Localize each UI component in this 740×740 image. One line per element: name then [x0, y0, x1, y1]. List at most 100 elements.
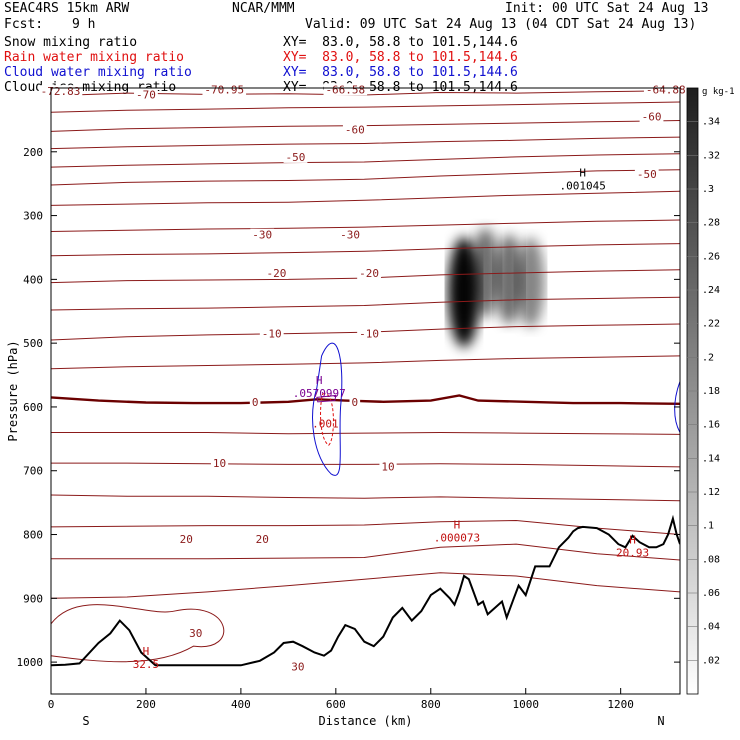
rain-contour [320, 393, 334, 446]
x-tick-label: 400 [231, 698, 251, 711]
y-tick-label: 800 [23, 529, 43, 542]
colorbar-tick-label: .08 [702, 554, 720, 565]
freezing-level-line [51, 394, 680, 405]
colorbar-tick-label: .04 [702, 622, 720, 633]
center-name: NCAR/MMM [232, 1, 295, 16]
isotherm-label-bg [134, 88, 158, 101]
isotherm-label-bg [264, 266, 289, 279]
y-tick-label: 600 [23, 401, 43, 414]
x-tick-label: 1200 [607, 698, 634, 711]
x-tick-label: 200 [136, 698, 156, 711]
isotherm-label: 0 [252, 396, 259, 409]
extremum-marker: H [454, 519, 461, 532]
y-tick-label: 400 [23, 273, 43, 286]
isotherm-label: 20 [180, 533, 193, 546]
x-tick-label: 1000 [512, 698, 539, 711]
isotherm-label-bg [289, 660, 307, 673]
isotherm-label-bg [634, 168, 659, 181]
field-xy-snow: XY= 83.0, 58.8 to 101.5,144.6 [283, 35, 518, 50]
isotherm-label-bg [338, 228, 362, 241]
isotherm-label-bg [639, 110, 664, 123]
x-axis-label: Distance (km) [319, 714, 413, 728]
isotherm-label-bg [357, 327, 381, 340]
isotherm-label: -72.83 [41, 85, 81, 98]
snow-shading-cell [471, 227, 500, 318]
isotherm-line [51, 431, 680, 435]
isotherm-label: 10 [213, 457, 226, 470]
colorbar-unit: g kg-1 [702, 87, 735, 97]
isotherm-label: -10 [359, 328, 379, 341]
isotherm-label: -30 [340, 229, 360, 242]
colorbar: .02 .04 .06 .08 .1 .12 .14 .16 .18 .2 .22 .24 .26 .28… [686, 87, 735, 695]
isotherm-label: -20 [267, 267, 287, 280]
init-time: Init: 00 UTC Sat 24 Aug 13 [505, 1, 709, 16]
isotherm-label: -30 [252, 229, 272, 242]
y-tick-label: 300 [23, 210, 43, 223]
isotherm-label: -70.95 [204, 83, 244, 96]
colorbar-tick-label: .34 [702, 117, 720, 128]
isotherm-label-bg [643, 83, 688, 96]
isotherm-label-bg [250, 228, 275, 241]
isotherm-label: -70 [136, 88, 156, 101]
contour-label-layer: -72.83 -70 -70.95 -66.58 -64.88 -60 -60 -50 -50 -… [38, 83, 688, 674]
y-tick-label: 700 [23, 465, 43, 478]
isotherm-label-bg [210, 457, 229, 470]
isotherm-label: 30 [189, 627, 202, 640]
model-title: SEAC4RS 15km ARW [4, 1, 130, 16]
isotherm-line [51, 519, 680, 535]
colorbar-tick-label: .18 [702, 386, 720, 397]
cloud-ice-contour [316, 394, 337, 403]
terrain-layer [51, 514, 680, 667]
field-label-snow: Snow mixing ratio [4, 35, 138, 50]
snow-shading-layer [448, 227, 545, 348]
y-tick-label: 200 [23, 146, 43, 159]
isotherm-label: -60 [345, 123, 365, 136]
colorbar-tick-label: .24 [702, 285, 720, 296]
extremum-value: 20.93 [616, 546, 649, 559]
field-xy-rain: XY= 83.0, 58.8 to 101.5,144.6 [283, 50, 518, 65]
x-tick-label: 0 [48, 698, 55, 711]
isotherm-line [51, 153, 680, 168]
isotherm-label: -50 [637, 168, 657, 181]
isotherm-label: 0 [352, 396, 359, 409]
isotherm-line [51, 604, 225, 663]
north-label: N [657, 714, 664, 728]
isotherm-label: 10 [381, 460, 394, 473]
isotherm-label: -66.58 [325, 83, 365, 96]
isotherm-label-bg [249, 395, 261, 408]
isotherm-label: 30 [291, 661, 304, 674]
colorbar-tick-label: .2 [702, 352, 714, 363]
extremum-value: .000073 [434, 532, 480, 545]
extremum-marker: H [316, 374, 323, 387]
isotherm-label-bg [342, 123, 367, 136]
colorbar-tick-label: .16 [702, 420, 720, 431]
colorbar-tick-label: .14 [702, 453, 720, 464]
isotherm-label: -60 [642, 111, 662, 124]
snow-shading-cell [495, 234, 524, 325]
isotherm-line [51, 169, 680, 186]
colorbar-tick-label: .28 [702, 218, 720, 229]
isotherm-line [51, 243, 680, 257]
colorbar-tick-label: .26 [702, 251, 720, 262]
isotherm-label-bg [379, 460, 397, 473]
extremum-value: .0570997 [293, 387, 346, 400]
isotherm-label: -10 [262, 328, 282, 341]
isotherm-line [51, 462, 680, 468]
valid-time: Valid: 09 UTC Sat 24 Aug 13 (04 CDT Sat … [305, 17, 697, 32]
colorbar-tick-label: .22 [702, 319, 720, 330]
y-axis-label: Pressure (hPa) [6, 340, 20, 441]
field-xy-cloud-water: XY= 83.0, 58.8 to 101.5,144.6 [283, 65, 518, 80]
extremum-marker: H [143, 645, 150, 658]
isotherm-label-bg [177, 532, 195, 545]
field-label-rain: Rain water mixing ratio [4, 50, 185, 65]
x-tick-label: 800 [421, 698, 441, 711]
isotherm-label: -20 [359, 267, 379, 280]
extremum-value: .001 [312, 417, 339, 430]
isotherm-line [51, 543, 680, 561]
cloud-water-contour [312, 342, 343, 476]
y-tick-label: 1000 [17, 656, 44, 669]
isotherm-label: -64.88 [646, 83, 686, 96]
isotherm-line [51, 190, 680, 206]
